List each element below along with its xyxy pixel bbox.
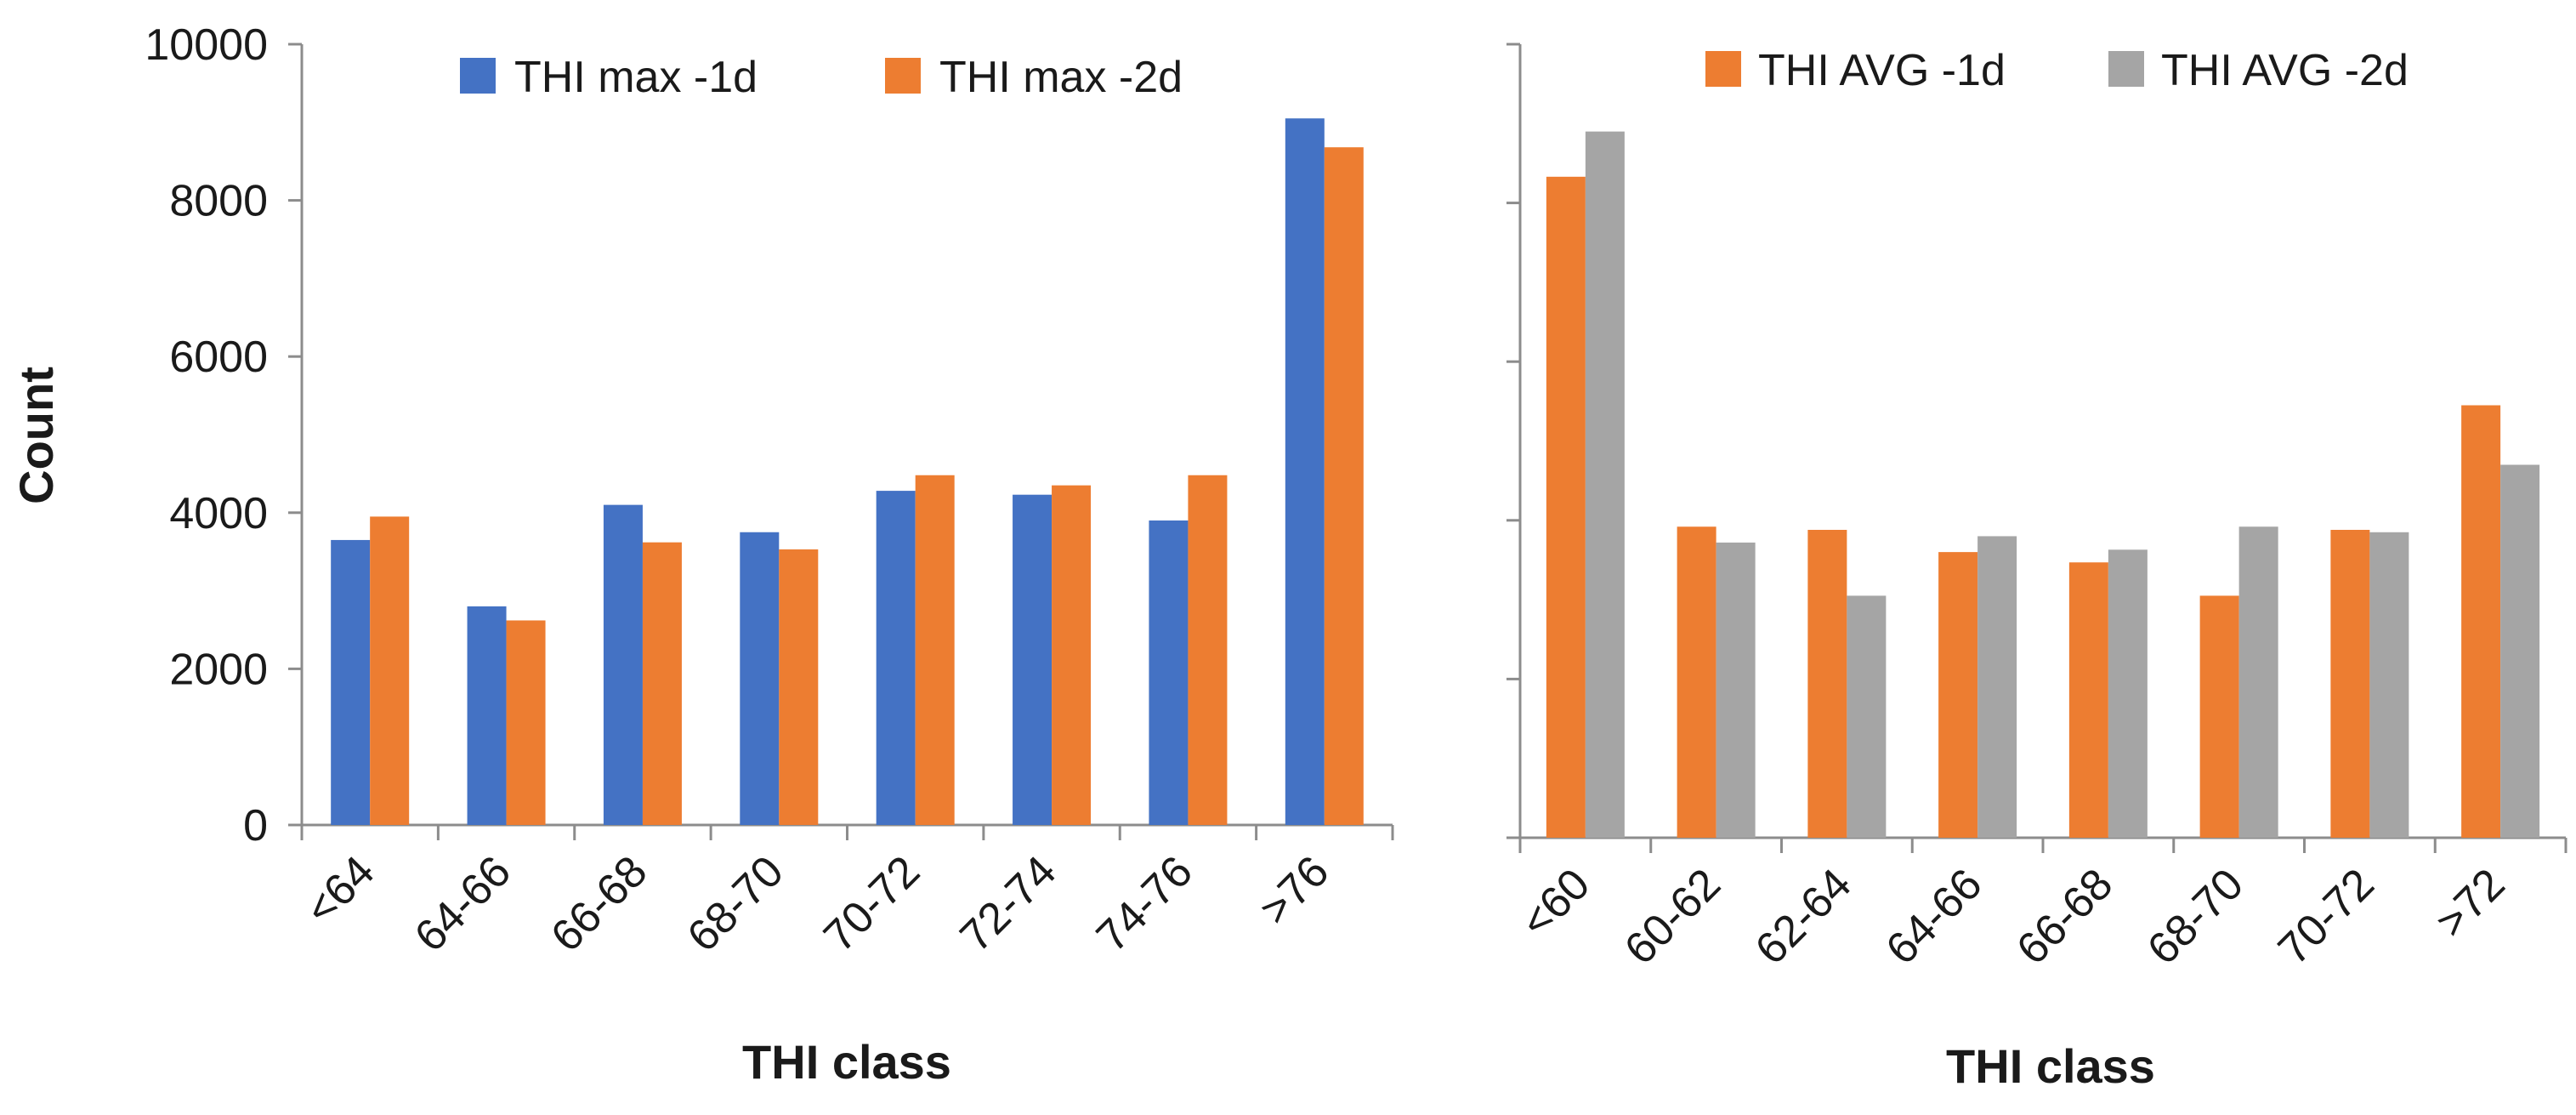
bar bbox=[603, 504, 643, 825]
bar bbox=[1149, 520, 1189, 825]
bar bbox=[506, 620, 546, 825]
x-tick-label: 68-70 bbox=[678, 846, 793, 961]
bar bbox=[467, 606, 507, 825]
bar bbox=[2108, 549, 2148, 838]
legend-swatch bbox=[2108, 51, 2144, 87]
legend-label: THI AVG -1d bbox=[1758, 46, 2006, 95]
x-tick-label: 72-74 bbox=[950, 846, 1065, 961]
y-tick-label: 10000 bbox=[145, 20, 268, 70]
x-tick-label: 70-72 bbox=[814, 846, 929, 961]
legend-swatch bbox=[460, 58, 496, 94]
bar bbox=[2238, 526, 2278, 838]
y-tick-label: 8000 bbox=[169, 177, 268, 226]
bar bbox=[1807, 529, 1847, 838]
bar bbox=[876, 491, 916, 825]
x-tick-label: 64-66 bbox=[1877, 859, 1992, 974]
bar bbox=[2369, 532, 2409, 838]
y-tick-label: 4000 bbox=[169, 489, 268, 538]
y-tick-label: 2000 bbox=[169, 645, 268, 694]
bar bbox=[1546, 176, 1586, 838]
bar bbox=[1938, 552, 1978, 838]
bar bbox=[642, 542, 682, 825]
bar bbox=[1013, 494, 1053, 825]
legend-swatch bbox=[885, 58, 921, 94]
bar bbox=[2068, 562, 2108, 838]
x-tick-label: 64-66 bbox=[406, 846, 520, 961]
y-tick-label: 6000 bbox=[169, 333, 268, 382]
left-chart-panel: 0 2000 4000 6000 8000 10000 <64 64-66 66-68 68-70… bbox=[9, 20, 1394, 1089]
bar bbox=[2199, 595, 2239, 838]
x-axis-title: THI class bbox=[742, 1035, 951, 1089]
bar bbox=[1847, 595, 1887, 838]
legend-label: THI AVG -2d bbox=[2161, 46, 2409, 95]
y-tick-label: 0 bbox=[243, 801, 268, 850]
bar bbox=[1052, 485, 1092, 825]
bar bbox=[1285, 118, 1325, 825]
x-tick-label: <60 bbox=[1512, 859, 1599, 947]
legend-swatch bbox=[1705, 51, 1741, 87]
bar bbox=[2500, 464, 2540, 838]
x-tick-label: <64 bbox=[296, 846, 383, 934]
bar bbox=[1585, 131, 1625, 838]
bar bbox=[2330, 529, 2370, 838]
bar bbox=[1188, 475, 1228, 825]
legend-label: THI max -2d bbox=[939, 53, 1183, 102]
x-tick-label: >76 bbox=[1251, 846, 1338, 934]
x-tick-label: 66-68 bbox=[542, 846, 656, 961]
bar bbox=[331, 539, 371, 825]
right-chart-panel: <60 60-62 62-64 64-66 66-68 68-70 70-72 >72 THI … bbox=[1506, 43, 2567, 1093]
x-tick-label: 60-62 bbox=[1615, 859, 1730, 974]
bar bbox=[2461, 405, 2501, 838]
bar bbox=[740, 532, 780, 825]
bar bbox=[1716, 542, 1756, 838]
x-tick-label: 68-70 bbox=[2138, 859, 2253, 974]
bar bbox=[1977, 536, 2017, 838]
bar bbox=[779, 549, 819, 825]
x-tick-label: 74-76 bbox=[1087, 846, 1202, 961]
x-tick-label: 70-72 bbox=[2269, 859, 2384, 974]
bar bbox=[915, 475, 955, 825]
x-tick-label: 62-64 bbox=[1746, 859, 1861, 974]
bar bbox=[370, 516, 410, 825]
x-axis-title: THI class bbox=[1946, 1039, 2155, 1093]
x-tick-label: >72 bbox=[2426, 859, 2514, 947]
bar bbox=[1677, 526, 1716, 838]
bar bbox=[1324, 147, 1364, 825]
y-axis-title: Count bbox=[9, 367, 63, 504]
x-tick-label: 66-68 bbox=[2007, 859, 2122, 974]
legend-label: THI max -1d bbox=[514, 53, 757, 102]
